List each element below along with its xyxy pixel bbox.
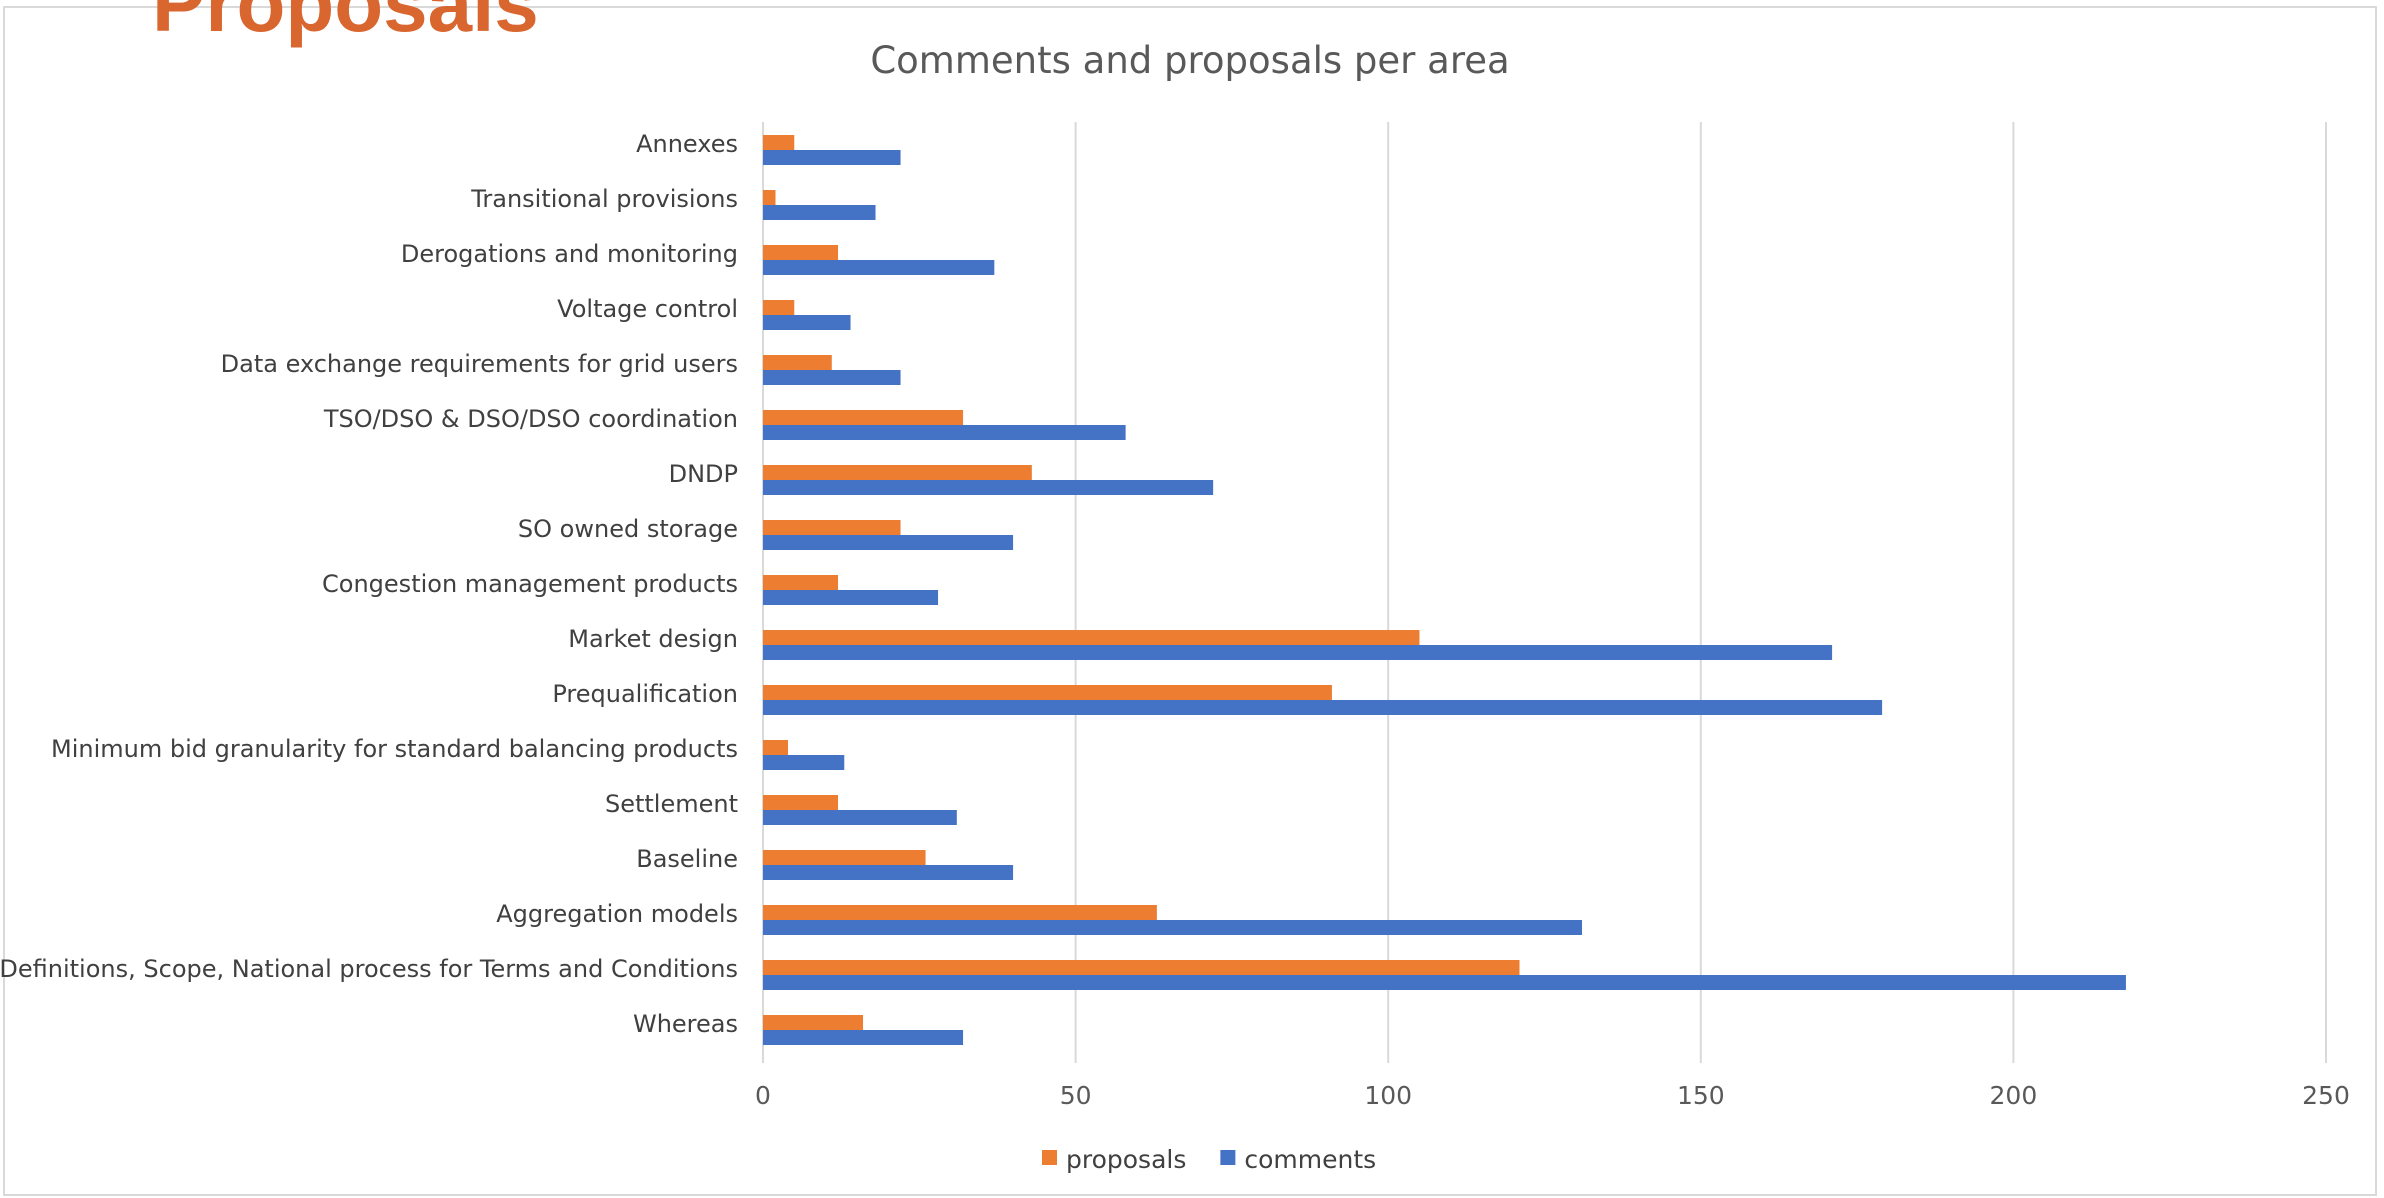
legend-label-comments: comments [1244,1145,1376,1174]
comments-bar [763,370,901,385]
comments-bar [763,645,1833,660]
category-label: Market design [568,625,738,653]
x-tick-label: 0 [755,1081,771,1110]
proposals-bar [763,575,839,590]
legend-swatch-comments [1220,1150,1236,1165]
proposals-bar [763,630,1420,645]
bars [763,135,2126,1045]
page-heading: Proposals [152,0,539,48]
comments-bar [763,425,1126,440]
category-label: Baseline [636,845,738,873]
category-label: Aggregation models [496,900,738,928]
x-tick-label: 200 [1990,1081,2038,1110]
x-axis-tick-labels: 0 50 100 150 200 250 [755,1081,2350,1110]
proposals-bar [763,410,964,425]
proposals-bar [763,520,901,535]
proposals-bar [763,850,926,865]
proposals-bar [763,135,795,150]
proposals-bar [763,905,1157,920]
category-label: Voltage control [557,295,738,323]
chart-frame [3,6,2377,1196]
category-label: Minimum bid granularity for standard bal… [51,735,738,763]
category-label: Transitional provisions [470,185,738,213]
proposals-bar [763,300,795,315]
comments-bar [763,1030,964,1045]
category-label: Annexes [636,130,738,158]
comments-bar [763,150,901,165]
category-labels: Annexes Transitional provisions Derogation… [0,130,738,1038]
proposals-bar [763,190,776,205]
x-tick-label: 50 [1060,1081,1092,1110]
x-tick-label: 150 [1677,1081,1725,1110]
comments-bar [763,260,995,275]
comments-bar [763,700,1883,715]
legend-label-proposals: proposals [1066,1145,1186,1174]
category-label: TSO/DSO & DSO/DSO coordination [323,405,738,433]
comments-bar [763,755,845,770]
proposals-bar [763,960,1520,975]
proposals-bar [763,740,789,755]
category-label: Prequalification [552,680,738,708]
category-label: SO owned storage [518,515,738,543]
proposals-bar [763,1015,864,1030]
comments-bar [763,810,957,825]
category-label: Whereas [633,1010,738,1038]
proposals-bar [763,355,832,370]
comments-bar [763,590,939,605]
proposals-bar [763,795,839,810]
proposals-bar [763,465,1032,480]
category-label: Derogations and monitoring [401,240,738,268]
x-tick-label: 100 [1364,1081,1412,1110]
proposals-bar [763,685,1332,700]
comments-bar [763,205,876,220]
category-label: Data exchange requirements for grid user… [221,350,738,378]
legend: proposals comments [1042,1145,1376,1174]
comments-bar [763,975,2126,990]
category-label: Definitions, Scope, National process for… [0,955,738,983]
x-tick-label: 250 [2302,1081,2350,1110]
chart-title: Comments and proposals per area [870,39,1509,82]
legend-swatch-proposals [1042,1150,1057,1165]
category-label: Congestion management products [322,570,738,598]
comments-bar [763,535,1014,550]
comments-bar [763,480,1214,495]
comments-bar [763,920,1583,935]
category-label: Settlement [605,790,738,818]
comments-bar [763,865,1014,880]
proposals-bar [763,245,839,260]
comments-bar [763,315,851,330]
category-label: DNDP [669,460,738,488]
